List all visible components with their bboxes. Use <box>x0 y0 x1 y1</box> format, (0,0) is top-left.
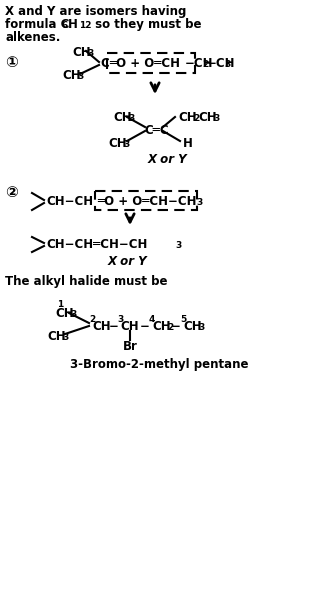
Text: H: H <box>68 18 78 31</box>
Text: 3: 3 <box>175 241 181 250</box>
Text: X or Y: X or Y <box>148 153 188 166</box>
Text: −: − <box>171 320 181 333</box>
Text: 3: 3 <box>128 114 134 123</box>
Bar <box>95 191 197 210</box>
Text: H: H <box>183 137 193 150</box>
Text: CH: CH <box>62 69 81 82</box>
Text: −CH: −CH <box>207 57 236 70</box>
Text: ═O + O═CH−CH: ═O + O═CH−CH <box>97 195 196 208</box>
Text: 6: 6 <box>62 21 68 30</box>
Text: 3: 3 <box>213 114 219 123</box>
Text: 4: 4 <box>149 315 155 324</box>
Text: CH−CH═CH−CH: CH−CH═CH−CH <box>46 238 147 251</box>
Text: CH: CH <box>113 111 132 124</box>
Bar <box>107 53 195 73</box>
Text: 3: 3 <box>117 315 123 324</box>
Text: C: C <box>100 57 109 70</box>
Text: −: − <box>140 320 150 333</box>
Text: 3: 3 <box>87 49 93 58</box>
Text: formula C: formula C <box>5 18 70 31</box>
Text: CH: CH <box>120 320 139 333</box>
Text: 3: 3 <box>198 323 204 332</box>
Text: 3: 3 <box>70 310 76 319</box>
Text: 1: 1 <box>57 300 63 309</box>
Text: CH−CH: CH−CH <box>46 195 93 208</box>
Text: CH: CH <box>198 111 216 124</box>
Text: CH: CH <box>152 320 171 333</box>
Text: 2: 2 <box>89 315 95 324</box>
Text: so they must be: so they must be <box>91 18 201 31</box>
Text: −CH: −CH <box>185 57 214 70</box>
Text: 3: 3 <box>62 333 68 342</box>
Text: Br: Br <box>123 340 138 353</box>
Text: −: − <box>109 320 119 333</box>
Text: 2: 2 <box>193 114 199 123</box>
Text: CH: CH <box>178 111 196 124</box>
Text: CH: CH <box>72 46 91 59</box>
Text: 12: 12 <box>79 21 92 30</box>
Text: X or Y: X or Y <box>108 255 148 268</box>
Text: 3: 3 <box>77 72 83 81</box>
Text: 3-Bromo-2-methyl pentane: 3-Bromo-2-methyl pentane <box>70 358 249 371</box>
Text: C═C: C═C <box>144 124 169 137</box>
Text: 3: 3 <box>123 140 129 149</box>
Text: ②: ② <box>5 185 18 200</box>
Text: 5: 5 <box>180 315 186 324</box>
Text: CH: CH <box>183 320 202 333</box>
Text: CH: CH <box>92 320 111 333</box>
Text: 2: 2 <box>202 60 208 69</box>
Text: 2: 2 <box>167 323 173 332</box>
Text: The alkyl halide must be: The alkyl halide must be <box>5 275 168 288</box>
Text: 3: 3 <box>196 198 202 207</box>
Text: X and Y are isomers having: X and Y are isomers having <box>5 5 186 18</box>
Text: CH: CH <box>108 137 127 150</box>
Text: CH: CH <box>55 307 73 320</box>
Text: alkenes.: alkenes. <box>5 31 60 44</box>
Text: ═O + O═CH: ═O + O═CH <box>109 57 180 70</box>
Text: ①: ① <box>5 55 18 70</box>
Text: CH: CH <box>47 330 66 343</box>
Text: 3: 3 <box>224 60 230 69</box>
